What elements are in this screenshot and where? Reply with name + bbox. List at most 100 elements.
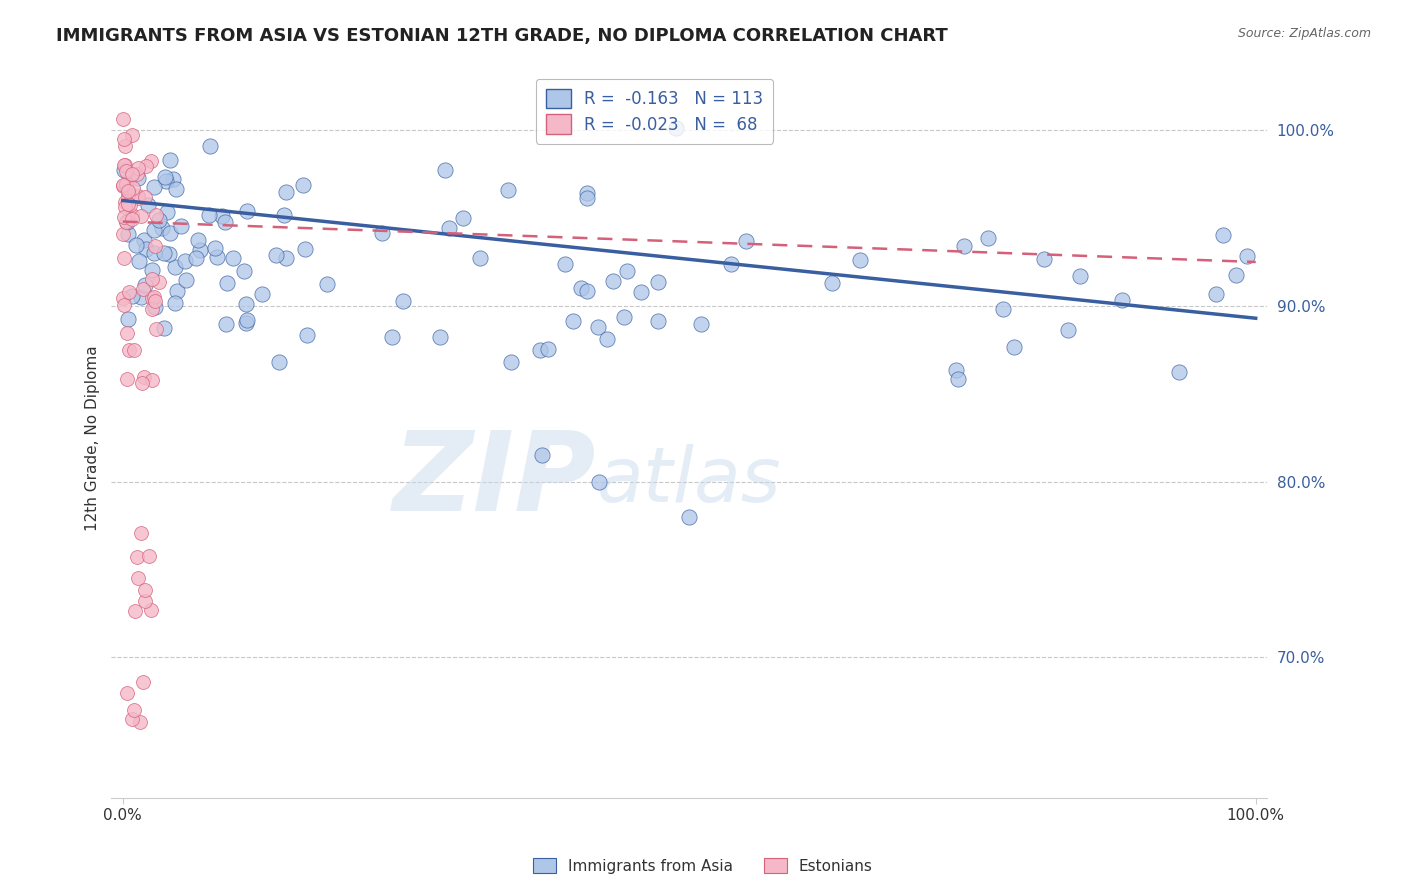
Point [122,343,145,358]
Point [236,313,259,327]
Point [174,254,197,268]
Point [945,363,967,377]
Point [118,198,141,212]
Point [575,186,598,201]
Point [596,332,619,346]
Point [145,322,167,336]
Point [392,293,415,308]
Point [143,180,166,194]
Point [554,257,576,271]
Point [1032,252,1054,266]
Point [434,163,457,178]
Point [222,251,245,265]
Point [112,252,135,266]
Point [134,278,156,293]
Point [159,153,181,168]
Point [121,128,143,143]
Point [138,198,160,212]
Point [122,703,145,717]
Point [112,132,135,146]
Point [586,319,609,334]
Point [117,215,139,229]
Point [143,223,166,237]
Point [114,162,136,177]
Point [122,181,145,195]
Point [141,301,163,316]
Point [165,182,187,196]
Point [530,448,553,462]
Point [141,373,163,387]
Point [274,251,297,265]
Point [115,326,138,340]
Point [143,290,166,304]
Point [236,204,259,219]
Point [294,242,316,256]
Point [169,219,191,234]
Point [112,210,135,224]
Point [148,275,170,289]
Text: ZIP: ZIP [394,427,596,534]
Point [529,343,551,358]
Point [129,290,152,304]
Point [153,170,176,185]
Point [127,161,149,175]
Point [138,549,160,563]
Point [127,171,149,186]
Point [141,263,163,277]
Point [1004,340,1026,354]
Point [250,286,273,301]
Point [157,246,180,260]
Point [115,372,138,386]
Point [115,177,138,191]
Point [165,260,187,275]
Point [952,239,974,253]
Point [127,571,149,585]
Point [127,191,149,205]
Point [112,291,135,305]
Point [616,264,638,278]
Point [121,712,143,726]
Point [273,208,295,222]
Point [155,174,177,188]
Point [139,603,162,617]
Point [184,251,207,265]
Point [315,277,337,291]
Point [204,241,226,255]
Point [112,227,135,241]
Point [470,251,492,265]
Point [1205,287,1227,301]
Point [134,189,156,203]
Legend: Immigrants from Asia, Estonians: Immigrants from Asia, Estonians [527,852,879,880]
Point [131,376,153,390]
Point [111,178,134,193]
Point [678,509,700,524]
Point [235,316,257,330]
Point [143,293,166,308]
Point [134,582,156,597]
Point [188,244,211,258]
Point [112,297,135,311]
Point [575,284,598,298]
Point [217,276,239,290]
Point [977,231,1000,245]
Point [131,675,153,690]
Point [121,211,143,226]
Point [159,227,181,241]
Point [451,211,474,226]
Point [948,371,970,385]
Point [613,310,636,324]
Text: IMMIGRANTS FROM ASIA VS ESTONIAN 12TH GRADE, NO DIPLOMA CORRELATION CHART: IMMIGRANTS FROM ASIA VS ESTONIAN 12TH GR… [56,27,948,45]
Point [734,234,756,248]
Point [537,342,560,356]
Point [291,178,314,192]
Point [135,159,157,173]
Point [198,138,221,153]
Point [602,274,624,288]
Point [166,284,188,298]
Point [162,171,184,186]
Point [128,253,150,268]
Point [125,238,148,252]
Point [630,285,652,299]
Point [117,184,139,198]
Point [264,248,287,262]
